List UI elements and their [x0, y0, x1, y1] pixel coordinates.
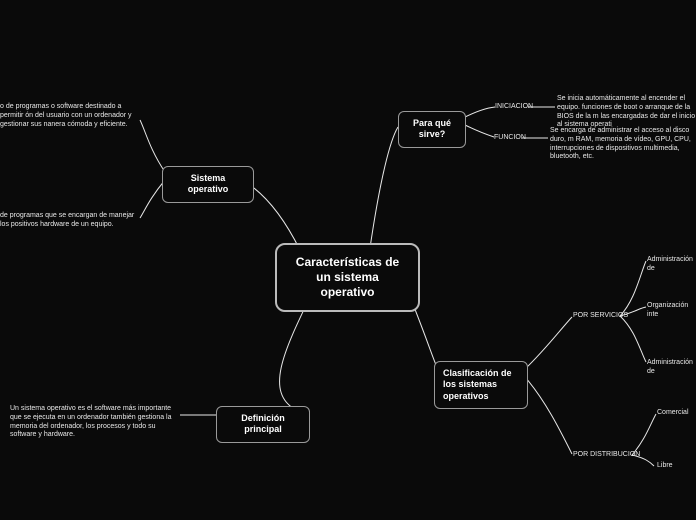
leaf-so-def2: de programas que se encargan de manejar …	[0, 212, 142, 230]
leaf-funcion-text: Se encarga de administrar el acceso al d…	[550, 127, 696, 162]
clasificacion-title: Clasificación de los sistemas operativos	[443, 368, 512, 401]
leaf-definicion-text: Un sistema operativo es el software más …	[10, 405, 182, 440]
node-sistema-operativo[interactable]: Sistema operativo	[162, 166, 254, 203]
label-por-distribucion[interactable]: POR DISTRIBUCION	[573, 451, 640, 460]
sistema-operativo-title: Sistema operativo	[188, 173, 229, 194]
definicion-principal-title: Definición principal	[241, 413, 285, 434]
label-funcion[interactable]: FUNCION	[494, 134, 526, 143]
leaf-serv-a: Administración de	[647, 256, 696, 274]
root-title: Características de un sistema operativo	[296, 255, 399, 299]
leaf-so-def1: o de programas o software destinado a pe…	[0, 103, 142, 129]
leaf-iniciacion-text: Se inicia automáticamente al encender el…	[557, 95, 696, 130]
leaf-serv-b: Organización inte	[647, 302, 696, 320]
leaf-serv-c: Administración de	[647, 359, 696, 377]
label-por-servicios[interactable]: POR SERVICIOS	[573, 312, 628, 321]
node-para-que-sirve[interactable]: Para qué sirve?	[398, 111, 466, 148]
leaf-dist-a: Comercial	[657, 409, 689, 418]
leaf-dist-b: Libre	[657, 462, 673, 471]
label-iniciacion[interactable]: INICIACION	[495, 103, 533, 112]
node-clasificacion[interactable]: Clasificación de los sistemas operativos	[434, 361, 528, 409]
node-definicion-principal[interactable]: Definición principal	[216, 406, 310, 443]
root-node[interactable]: Características de un sistema operativo	[275, 243, 420, 312]
para-que-sirve-title: Para qué sirve?	[413, 118, 451, 139]
